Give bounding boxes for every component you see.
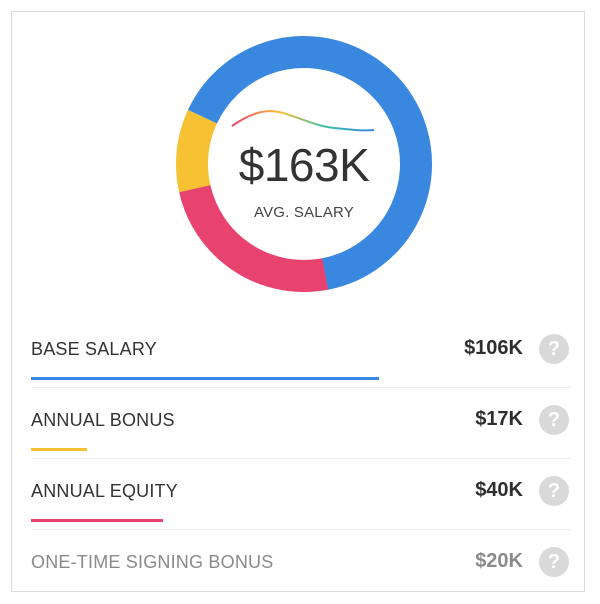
average-salary-label: AVG. SALARY [253, 204, 355, 221]
row-base-salary: BASE SALARY $106K ? [31, 317, 571, 388]
donut-svg [176, 36, 432, 292]
average-salary-amount: $163K [238, 139, 370, 191]
row-label: ANNUAL BONUS [31, 410, 175, 430]
donut-segment-base-salary [176, 36, 432, 292]
salary-donut-chart: $163K AVG. SALARY [174, 34, 434, 294]
row-label: ANNUAL EQUITY [31, 481, 178, 501]
help-icon[interactable]: ? [539, 547, 569, 577]
row-label: ONE-TIME SIGNING BONUS [31, 552, 274, 572]
help-icon[interactable]: ? [539, 476, 569, 506]
row-value: $17K [475, 408, 523, 430]
progress-bar [31, 519, 163, 522]
progress-bar [31, 448, 87, 451]
row-label: BASE SALARY [31, 339, 157, 359]
progress-bar [31, 377, 379, 380]
row-value: $20K [475, 550, 523, 572]
row-value: $40K [475, 479, 523, 501]
row-annual-equity: ANNUAL EQUITY $40K ? [31, 459, 571, 530]
row-value: $106K [464, 337, 523, 359]
compensation-breakdown-list: BASE SALARY $106K ? ANNUAL BONUS $17K ? … [31, 317, 571, 600]
salary-distribution-sparkline [231, 110, 375, 132]
row-signing-bonus: ONE-TIME SIGNING BONUS $20K ? [31, 530, 571, 600]
salary-card: $163K AVG. SALARY BASE SALARY $106K ? AN… [11, 11, 585, 592]
help-icon[interactable]: ? [539, 405, 569, 435]
help-icon[interactable]: ? [539, 334, 569, 364]
row-annual-bonus: ANNUAL BONUS $17K ? [31, 388, 571, 459]
